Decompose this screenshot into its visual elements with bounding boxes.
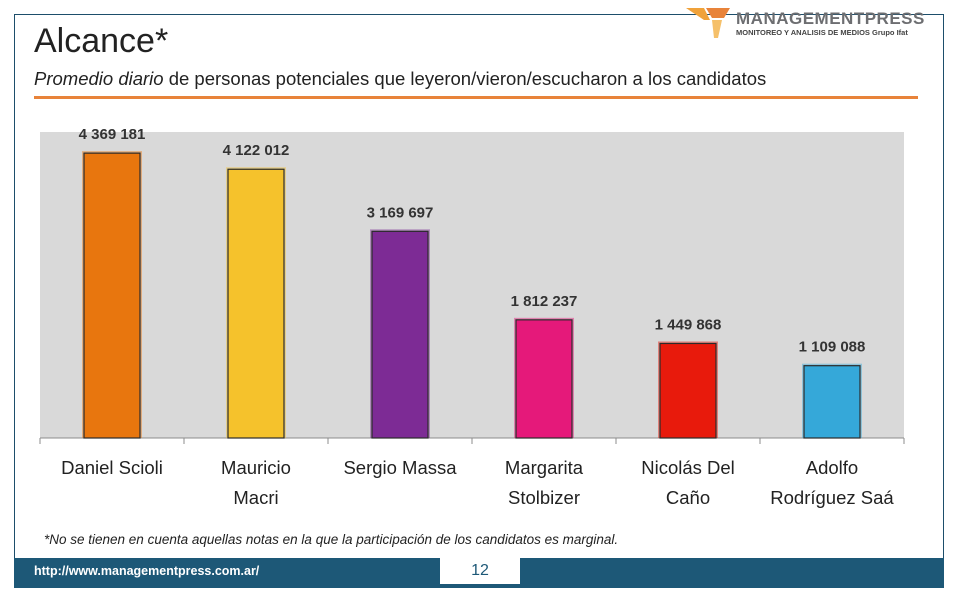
bar (803, 365, 861, 439)
subtitle-emphasis: Promedio diario (34, 68, 164, 89)
x-tick-label: Rodríguez Saá (770, 487, 894, 508)
logo-tagline: MONITOREO Y ANALISIS DE MEDIOS Grupo Ifa… (736, 28, 908, 37)
subtitle-text: de personas potenciales que leyeron/vier… (163, 68, 767, 89)
logo-name: MANAGEMENTPRESS (736, 9, 925, 28)
bar (515, 319, 573, 439)
data-label: 4 369 181 (79, 126, 146, 143)
footer-url-link[interactable]: http://www.managementpress.com.ar/ (34, 564, 260, 578)
plot-area (40, 132, 904, 438)
bar (659, 342, 717, 439)
bar (371, 230, 429, 439)
x-tick-label: Nicolás Del (641, 457, 735, 478)
x-tick-label: Adolfo (806, 457, 858, 478)
slide-title: Alcance* (34, 22, 169, 60)
x-tick-label: Stolbizer (508, 487, 580, 508)
page-number: 12 (471, 562, 489, 579)
x-tick-label: Daniel Scioli (61, 457, 163, 478)
x-tick-label: Mauricio (221, 457, 291, 478)
data-label: 4 122 012 (223, 142, 290, 159)
managementpress-logo-icon (686, 8, 730, 38)
title-underline (34, 96, 918, 99)
x-tick-label: Sergio Massa (343, 457, 457, 478)
footnote: *No se tienen en cuenta aquellas notas e… (44, 532, 619, 547)
bar (227, 168, 285, 439)
data-label: 1 449 868 (655, 316, 722, 333)
x-tick-label: Caño (666, 487, 710, 508)
data-label: 1 812 237 (511, 293, 578, 310)
x-tick-label: Macri (233, 487, 278, 508)
page-number-box (440, 556, 520, 584)
x-tick-label: Margarita (505, 457, 584, 478)
slide-subtitle: Promedio diario de personas potenciales … (34, 68, 766, 90)
data-label: 1 109 088 (799, 339, 866, 356)
bar (83, 152, 141, 439)
data-label: 3 169 697 (367, 204, 434, 221)
managementpress-logo: MANAGEMENTPRESS MONITOREO Y ANALISIS DE … (684, 4, 940, 40)
